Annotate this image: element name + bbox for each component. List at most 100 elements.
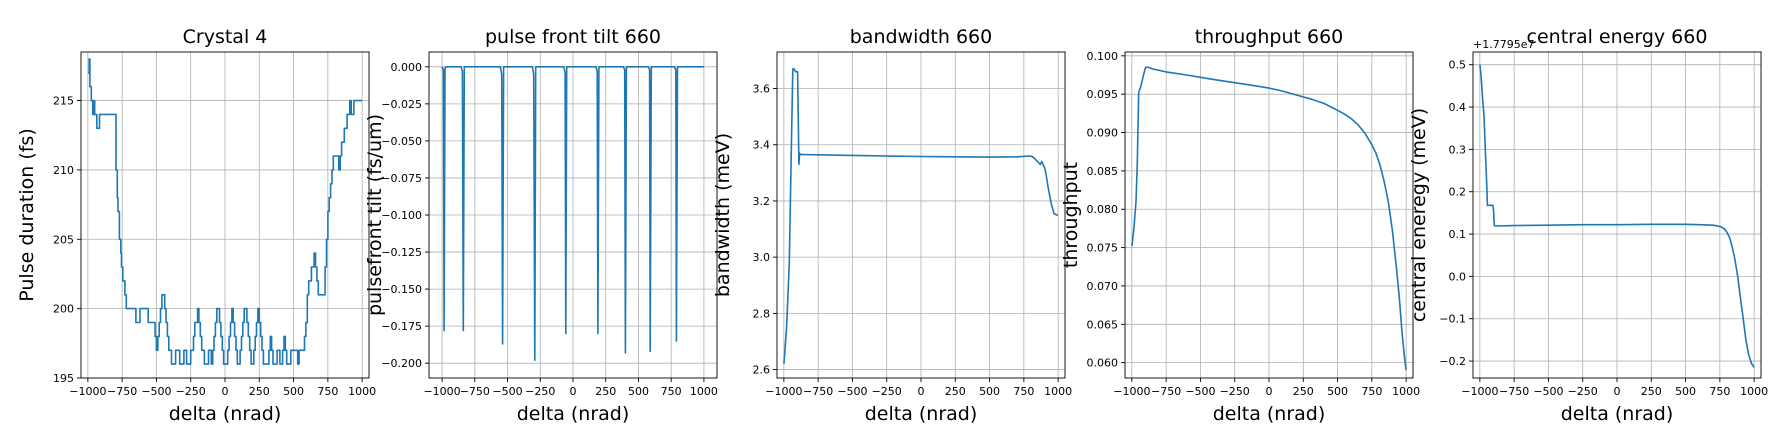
x-tick-label: 500 <box>1675 385 1696 398</box>
x-tick-label: −500 <box>492 385 522 398</box>
y-tick-label: 0.000 <box>391 61 423 74</box>
x-tick-label: 0 <box>918 385 925 398</box>
y-tick-label: 3.6 <box>753 83 771 96</box>
y-tick-label: −0.2 <box>1439 355 1466 368</box>
y-tick-label: −0.025 <box>381 98 422 111</box>
chart-panel-5: −1000 −750 −500 −250 0 250 500 750 1000 −0.2 −0.1 0… <box>1408 26 1768 425</box>
x-tick-label: −750 <box>460 385 490 398</box>
x-tick-label: 750 <box>1709 385 1730 398</box>
x-tick-label: 1000 <box>1740 385 1768 398</box>
x-tick-label: 500 <box>979 385 1000 398</box>
x-tick-label: 0 <box>570 385 577 398</box>
x-axis-label: delta (nrad) <box>1561 403 1674 425</box>
x-tick-label: 500 <box>628 385 649 398</box>
chart-title: central energy 660 <box>1527 26 1708 48</box>
x-tick-label: −750 <box>1151 385 1181 398</box>
y-axis-offset: +1.7795e7 <box>1473 38 1534 51</box>
y-tick-label: 0.1 <box>1449 228 1467 241</box>
x-axis-label: delta (nrad) <box>517 403 630 425</box>
y-tick-label: 205 <box>53 233 74 246</box>
chart-title: Crystal 4 <box>183 26 268 48</box>
x-axis-label: delta (nrad) <box>1213 403 1326 425</box>
x-tick-label: −250 <box>1220 385 1250 398</box>
chart-panel-3: −1000 −750 −500 −250 0 250 500 750 1000 2.6 2.8 3.0… <box>712 26 1072 425</box>
y-tick-label: 0.0 <box>1449 270 1467 283</box>
x-tick-label: 0 <box>222 385 229 398</box>
y-tick-label: 200 <box>53 303 74 316</box>
y-tick-label: −0.200 <box>381 357 422 370</box>
x-tick-label: 1000 <box>690 385 718 398</box>
x-tick-label: 250 <box>249 385 270 398</box>
x-tick-label: 500 <box>283 385 304 398</box>
y-axis-label: Pulse duration (fs) <box>16 128 38 301</box>
x-tick-label: −500 <box>1533 385 1563 398</box>
y-axis-label: central eneregy (meV) <box>1408 108 1430 322</box>
x-tick-label: 1000 <box>1044 385 1072 398</box>
chart-panel-2: −1000 −750 −500 −250 0 250 500 750 1000 0.000 −0.0… <box>364 26 718 425</box>
x-tick-label: 0 <box>1266 385 1273 398</box>
series-line <box>1131 66 1407 371</box>
x-tick-label: −750 <box>803 385 833 398</box>
x-axis-label: delta (nrad) <box>865 403 978 425</box>
series-line <box>441 66 704 361</box>
y-tick-label: 0.065 <box>1087 318 1119 331</box>
y-tick-label: 195 <box>53 372 74 385</box>
y-tick-label: −0.125 <box>381 246 422 259</box>
series-line <box>783 68 1059 364</box>
x-tick-label: 250 <box>595 385 616 398</box>
x-tick-label: −750 <box>1499 385 1529 398</box>
grid <box>81 52 369 379</box>
x-tick-label: 0 <box>1614 385 1621 398</box>
x-tick-label: −1000 <box>69 385 106 398</box>
y-tick-label: 2.6 <box>753 364 771 377</box>
grid <box>777 52 1065 378</box>
x-tick-label: −250 <box>525 385 555 398</box>
y-tick-label: −0.100 <box>381 209 422 222</box>
y-tick-label: 3.2 <box>753 195 771 208</box>
y-tick-label: −0.075 <box>381 172 422 185</box>
x-tick-label: −1000 <box>423 385 460 398</box>
chart-title: bandwidth 660 <box>850 26 992 48</box>
y-tick-label: 0.3 <box>1449 143 1467 156</box>
y-tick-label: 0.5 <box>1449 59 1467 72</box>
y-tick-label: 0.4 <box>1449 101 1467 114</box>
chart-title: pulse front tilt 660 <box>485 26 661 48</box>
x-tick-label: 750 <box>1013 385 1034 398</box>
chart-title: throughput 660 <box>1195 26 1344 48</box>
x-tick-label: −1000 <box>1461 385 1498 398</box>
y-tick-label: 0.100 <box>1087 50 1119 63</box>
x-tick-label: −500 <box>141 385 171 398</box>
x-tick-label: −500 <box>1185 385 1215 398</box>
x-tick-label: −1000 <box>765 385 802 398</box>
y-axis-label: throughput <box>1060 162 1082 268</box>
grid <box>429 52 717 378</box>
y-axis-label: pulsefront tilt (fs/um) <box>364 114 386 316</box>
y-tick-label: −0.150 <box>381 283 422 296</box>
y-tick-label: −0.050 <box>381 135 422 148</box>
x-tick-label: 250 <box>1293 385 1314 398</box>
x-tick-label: −250 <box>1568 385 1598 398</box>
grid <box>1473 52 1761 378</box>
y-tick-label: −0.175 <box>381 320 422 333</box>
x-tick-label: −250 <box>872 385 902 398</box>
y-tick-label: 0.060 <box>1087 357 1119 370</box>
x-tick-label: −500 <box>837 385 867 398</box>
y-tick-label: 0.090 <box>1087 127 1119 140</box>
y-tick-label: 0.070 <box>1087 280 1119 293</box>
x-tick-label: −750 <box>107 385 137 398</box>
x-tick-label: 250 <box>945 385 966 398</box>
y-tick-label: 0.075 <box>1087 242 1119 255</box>
y-tick-label: 0.2 <box>1449 186 1467 199</box>
x-tick-label: −250 <box>176 385 206 398</box>
y-tick-label: 3.0 <box>753 251 771 264</box>
y-tick-label: 2.8 <box>753 307 771 320</box>
x-tick-label: 750 <box>661 385 682 398</box>
y-tick-label: 0.085 <box>1087 165 1119 178</box>
series-line <box>87 58 363 365</box>
grid <box>1125 52 1413 378</box>
series-line <box>1479 64 1755 368</box>
x-axis-label: delta (nrad) <box>169 403 282 425</box>
y-tick-label: 215 <box>53 95 74 108</box>
x-tick-label: −1000 <box>1113 385 1150 398</box>
